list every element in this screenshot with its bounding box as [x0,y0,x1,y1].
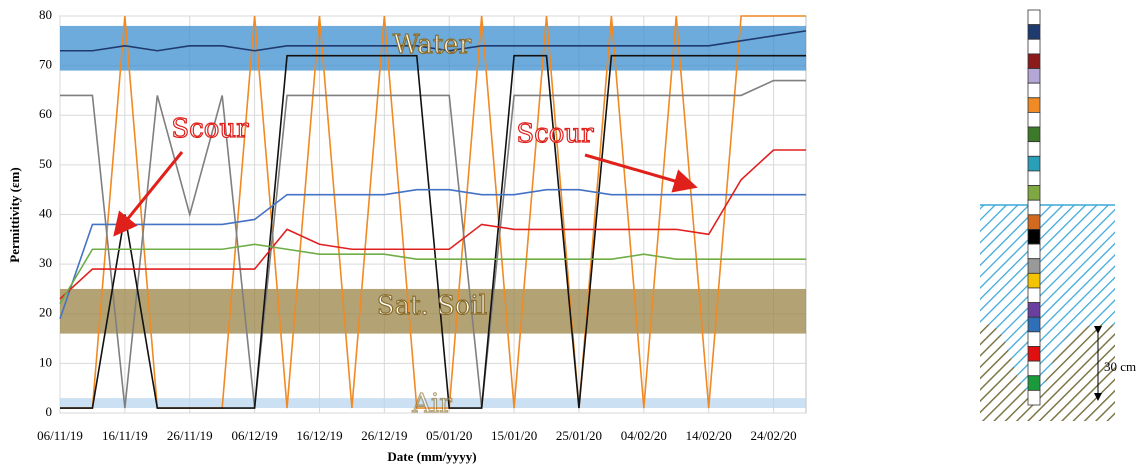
y-axis-label: Permittivity (εm) [7,167,22,262]
sensor-cell [1028,376,1040,391]
sensor-cell [1028,171,1040,186]
y-tick-label: 30 [39,255,52,270]
sensor-cell [1028,215,1040,230]
x-tick-label: 25/01/20 [556,428,602,443]
sensor-cell [1028,98,1040,113]
x-tick-label: 04/02/20 [621,428,667,443]
x-tick-label: 14/02/20 [686,428,732,443]
sensor-cell [1028,229,1040,244]
sensor-cell [1028,142,1040,157]
annotation: Scour [171,114,249,144]
y-tick-label: 50 [39,156,52,171]
annotation: Scour [516,119,594,149]
x-tick-label: 06/11/19 [37,428,83,443]
band-label: Sat. Soil [377,291,487,321]
sensor-cell [1028,273,1040,288]
x-tick-label: 16/12/19 [296,428,342,443]
scale-label: 30 cm [1104,359,1136,374]
sensor-cell [1028,112,1040,127]
sensor-diagram: 30 cm [980,10,1136,421]
sensor-cell [1028,361,1040,376]
sensor-cell [1028,346,1040,361]
chart: 0 10 20 30 40 50 60 70 80 06/11/19 16/11/19 26/11/1… [37,7,806,443]
sensor-cell [1028,54,1040,69]
sensor-cell [1028,244,1040,259]
sensor-cell [1028,390,1040,405]
y-tick-label: 20 [39,305,52,320]
sensor-cell [1028,69,1040,84]
x-tick-label: 05/01/20 [426,428,472,443]
sensor-cell [1028,288,1040,303]
sensor-cell [1028,156,1040,171]
x-tick-label: 26/11/19 [167,428,213,443]
y-tick-label: 40 [39,205,52,220]
sensor-cell [1028,332,1040,347]
y-tick-label: 0 [46,404,53,419]
sensor-cell [1028,83,1040,98]
sensor-cell [1028,186,1040,201]
sensor-cell [1028,10,1040,25]
sensor-cell [1028,39,1040,54]
band-label: Water [393,30,472,60]
sensor-cell [1028,127,1040,142]
x-axis-label: Date (mm/yyyy) [387,449,476,464]
sensor-cell [1028,317,1040,332]
x-tick-label: 26/12/19 [361,428,407,443]
x-tick-label: 15/01/20 [491,428,537,443]
sensor-stick [1028,10,1040,405]
sensor-cell [1028,200,1040,215]
sensor-cell [1028,303,1040,318]
band-label: Air [411,389,452,419]
sensor-cell [1028,259,1040,274]
y-tick-label: 70 [39,57,52,72]
y-tick-label: 80 [39,7,52,22]
page: 0 10 20 30 40 50 60 70 80 06/11/19 16/11/19 26/11/1… [0,0,1138,469]
x-tick-label: 16/11/19 [102,428,148,443]
y-tick-label: 60 [39,106,52,121]
x-tick-label: 24/02/20 [750,428,796,443]
x-tick-label: 06/12/19 [231,428,277,443]
sensor-cell [1028,25,1040,40]
y-tick-label: 10 [39,354,52,369]
